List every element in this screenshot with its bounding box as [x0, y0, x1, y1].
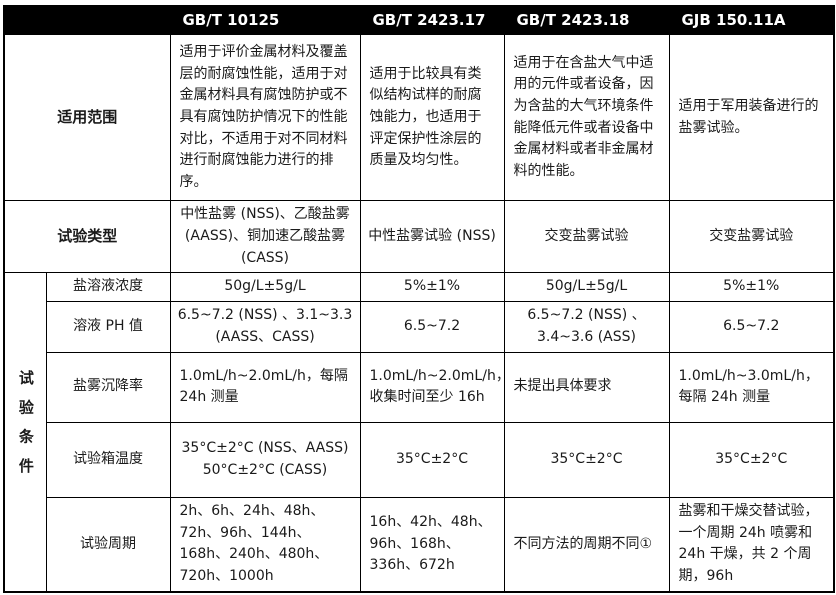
cell-concentration-gbt-10125: 50g/L±5g/L [169, 272, 361, 303]
sub-label-chamber-temperature: 试验箱温度 [45, 421, 171, 498]
row-label-test-type: 试验类型 [3, 200, 171, 274]
cell-ph-gbt-10125: 6.5~7.2 (NSS) 、3.1~3.3 (AASS、CASS) [169, 301, 361, 353]
cell-test-type-gbt-2423-18: 交变盐雾试验 [503, 200, 670, 274]
cell-period-gbt-2423-18: 不同方法的周期不同① [503, 496, 670, 593]
cell-test-type-gbt-2423-17: 中性盐雾试验 (NSS) [359, 200, 505, 274]
cell-fallout-gbt-2423-18: 未提出具体要求 [503, 351, 670, 423]
row-fallout-rate: 盐雾沉降率 1.0mL/h~2.0mL/h，每隔 24h 测量 1.0mL/h~… [4, 351, 835, 423]
col-header-gbt-10125: GB/T 10125 [169, 5, 361, 36]
sub-label-fallout-rate: 盐雾沉降率 [45, 351, 171, 423]
row-ph-value: 溶液 PH 值 6.5~7.2 (NSS) 、3.1~3.3 (AASS、CAS… [4, 301, 835, 353]
cell-temperature-gbt-2423-17: 35°C±2°C [359, 421, 505, 498]
cell-fallout-gbt-10125: 1.0mL/h~2.0mL/h，每隔 24h 测量 [169, 351, 361, 423]
cell-temperature-gbt-2423-18: 35°C±2°C [503, 421, 670, 498]
cell-temperature-gbt-10125: 35°C±2°C (NSS、AASS) 50°C±2°C (CASS) [169, 421, 361, 498]
row-chamber-temperature: 试验箱温度 35°C±2°C (NSS、AASS) 50°C±2°C (CASS… [4, 421, 835, 498]
cell-fallout-gjb-150-11a: 1.0mL/h~3.0mL/h，每隔 24h 测量 [668, 351, 835, 423]
sub-label-ph-value: 溶液 PH 值 [45, 301, 171, 353]
col-header-gbt-2423-18: GB/T 2423.18 [503, 5, 670, 36]
conditions-vertical-label: 试验条件 [16, 370, 35, 488]
cell-temperature-gjb-150-11a: 35°C±2°C [668, 421, 835, 498]
cell-scope-gbt-2423-17: 适用于比较具有类似结构试样的耐腐蚀能力，也适用于评定保护性涂层的质量及均匀性。 [359, 34, 505, 202]
col-header-gbt-2423-17: GB/T 2423.17 [359, 5, 505, 36]
sub-label-salt-concentration: 盐溶液浓度 [45, 272, 171, 303]
cell-concentration-gbt-2423-17: 5%±1% [359, 272, 505, 303]
cell-test-type-gjb-150-11a: 交变盐雾试验 [668, 200, 835, 274]
cell-ph-gbt-2423-18: 6.5~7.2 (NSS) 、3.4~3.6 (ASS) [503, 301, 670, 353]
cell-fallout-gbt-2423-17: 1.0mL/h~2.0mL/h，收集时间至少 16h [359, 351, 505, 423]
cell-concentration-gbt-2423-18: 50g/L±5g/L [503, 272, 670, 303]
col-header-gjb-150-11a: GJB 150.11A [668, 5, 835, 36]
cell-period-gjb-150-11a: 盐雾和干燥交替试验，一个周期 24h 喷雾和 24h 干燥，共 2 个周期，96… [668, 496, 835, 593]
row-group-label-conditions: 试验条件 [3, 272, 47, 593]
row-test-period: 试验周期 2h、6h、24h、48h、72h、96h、144h、168h、240… [4, 496, 835, 593]
corner-cell [3, 5, 171, 36]
cell-ph-gjb-150-11a: 6.5~7.2 [668, 301, 835, 353]
cell-period-gbt-10125: 2h、6h、24h、48h、72h、96h、144h、168h、240h、480… [169, 496, 361, 593]
cell-test-type-gbt-10125: 中性盐雾 (NSS)、乙酸盐雾 (AASS)、铜加速乙酸盐雾 (CASS) [169, 200, 361, 274]
cell-scope-gbt-2423-18: 适用于在含盐大气中适用的元件或者设备，因为含盐的大气环境条件能降低元件或者设备中… [503, 34, 670, 202]
cell-concentration-gjb-150-11a: 5%±1% [668, 272, 835, 303]
sub-label-test-period: 试验周期 [45, 496, 171, 593]
standards-comparison-table: GB/T 10125 GB/T 2423.17 GB/T 2423.18 GJB… [3, 5, 835, 594]
row-salt-concentration: 试验条件 盐溶液浓度 50g/L±5g/L 5%±1% 50g/L±5g/L 5… [3, 272, 835, 593]
cell-scope-gjb-150-11a: 适用于军用装备进行的盐雾试验。 [668, 34, 835, 202]
cell-period-gbt-2423-17: 16h、42h、48h、96h、168h、336h、672h [359, 496, 505, 593]
cell-scope-gbt-10125: 适用于评价金属材料及覆盖层的耐腐蚀性能，适用于对金属材料具有腐蚀防护或不具有腐蚀… [169, 34, 361, 202]
row-scope: 适用范围 适用于评价金属材料及覆盖层的耐腐蚀性能，适用于对金属材料具有腐蚀防护或… [3, 34, 835, 202]
cell-ph-gbt-2423-17: 6.5~7.2 [359, 301, 505, 353]
row-label-scope: 适用范围 [3, 34, 171, 202]
row-test-type: 试验类型 中性盐雾 (NSS)、乙酸盐雾 (AASS)、铜加速乙酸盐雾 (CAS… [3, 200, 835, 274]
